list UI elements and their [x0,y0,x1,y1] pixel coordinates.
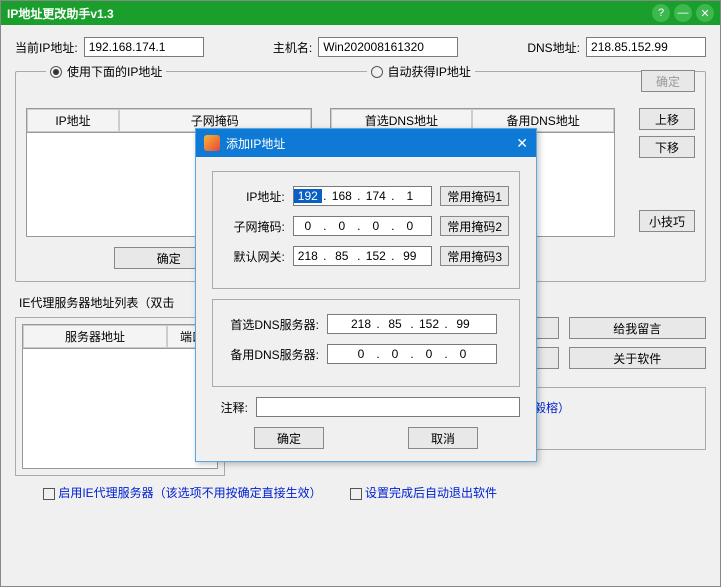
top-info-row: 当前IP地址: 主机名: DNS地址: [15,37,706,57]
modal-adns-label: 备用DNS服务器: [223,346,319,363]
modal-cancel-button[interactable]: 取消 [408,427,478,449]
modal-comment-label: 注释: [212,399,248,416]
modal-ok-button[interactable]: 确定 [254,427,324,449]
close-button[interactable]: ✕ [696,4,714,22]
ip-settings-group: IP地址: 192. 168. 174. 1 常用掩码1 子网掩码: 0. 0.… [212,171,520,289]
dns-label: DNS地址: [527,39,580,56]
host-input[interactable] [318,37,458,57]
modal-pdns-input[interactable]: 218. 85. 152. 99 [327,314,497,334]
move-up-button[interactable]: 上移 [639,108,695,130]
window-title: IP地址更改助手v1.3 [7,5,648,22]
modal-ip-input[interactable]: 192. 168. 174. 1 [293,186,433,206]
move-down-button[interactable]: 下移 [639,136,695,158]
add-ip-dialog: 添加IP地址 ✕ IP地址: 192. 168. 174. 1 常用掩码1 子网… [195,128,537,462]
modal-subnet-label: 子网掩码: [223,218,285,235]
ip-col-header: IP地址 [27,109,119,132]
radio-use-below[interactable]: 使用下面的IP地址 [46,63,166,80]
mask2-button[interactable]: 常用掩码2 [440,216,509,236]
mask1-button[interactable]: 常用掩码1 [440,186,509,206]
modal-gateway-input[interactable]: 218. 85. 152. 99 [293,246,433,266]
proxy-server-col: 服务器地址 [23,325,167,348]
enable-proxy-checkbox[interactable]: 启用IE代理服务器（该选项不用按确定直接生效） [43,484,322,501]
mask3-button[interactable]: 常用掩码3 [440,246,509,266]
about-button[interactable]: 关于软件 [569,347,707,369]
dialog-close-button[interactable]: ✕ [516,135,528,152]
dns-input[interactable] [586,37,706,57]
current-ip-input[interactable] [84,37,204,57]
modal-comment-input[interactable] [256,397,520,417]
host-label: 主机名: [273,39,312,56]
modal-gateway-label: 默认网关: [223,248,285,265]
bottom-checks: 启用IE代理服务器（该选项不用按确定直接生效） 设置完成后自动退出软件 [15,484,706,501]
help-button[interactable]: ? [652,4,670,22]
dialog-title: 添加IP地址 [226,135,516,152]
radio-auto[interactable]: 自动获得IP地址 [367,63,475,80]
modal-pdns-label: 首选DNS服务器: [223,316,319,333]
mode-confirm-button[interactable]: 确定 [641,70,695,92]
feedback-button[interactable]: 给我留言 [569,317,707,339]
proxy-list-panel: 服务器地址 端口 [15,317,225,476]
dialog-titlebar: 添加IP地址 ✕ [196,129,536,157]
current-ip-label: 当前IP地址: [15,39,78,56]
titlebar: IP地址更改助手v1.3 ? — ✕ [1,1,720,25]
minimize-button[interactable]: — [674,4,692,22]
auto-exit-checkbox[interactable]: 设置完成后自动退出软件 [350,484,497,501]
tips-button[interactable]: 小技巧 [639,210,695,232]
dialog-icon [204,135,220,151]
side-buttons: 上移 下移 小技巧 [639,108,695,232]
modal-ip-label: IP地址: [223,188,285,205]
dns-settings-group: 首选DNS服务器: 218. 85. 152. 99 备用DNS服务器: 0. … [212,299,520,387]
modal-adns-input[interactable]: 0. 0. 0. 0 [327,344,497,364]
modal-subnet-input[interactable]: 0. 0. 0. 0 [293,216,433,236]
proxy-list-body[interactable] [22,349,218,469]
